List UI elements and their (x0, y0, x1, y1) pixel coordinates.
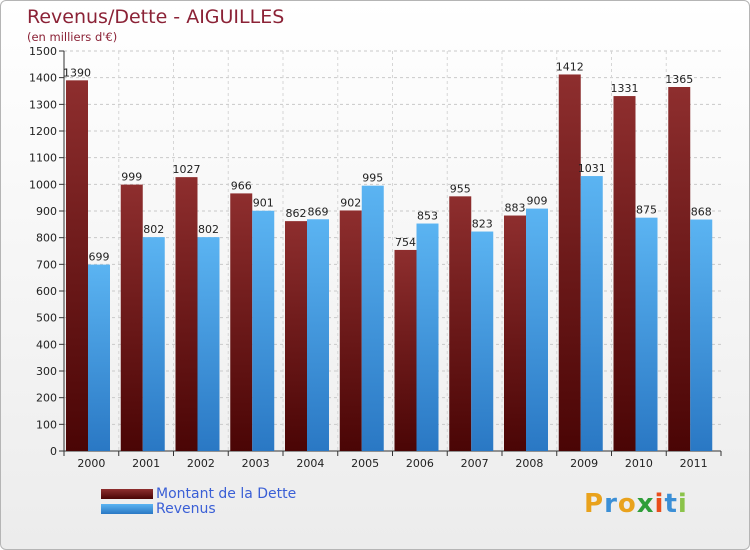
x-tick-label: 2007 (461, 457, 489, 470)
proxiti-logo: Proxiti (584, 489, 688, 519)
bar-revenue (142, 237, 165, 451)
bar-debt (175, 177, 198, 451)
data-label-debt: 883 (505, 202, 526, 215)
bar-revenue (635, 217, 658, 451)
legend-label-debt: Montant de la Dette (156, 486, 297, 502)
data-label-revenue: 853 (417, 210, 438, 223)
grid-lines (64, 50, 721, 452)
y-tick-label: 0 (50, 445, 57, 458)
logo-letter: i (677, 489, 688, 519)
data-label-revenue: 869 (308, 205, 329, 218)
data-label-debt: 862 (286, 207, 307, 220)
data-label-revenue: 802 (143, 223, 164, 236)
x-tick-label: 2000 (77, 457, 105, 470)
axes: 0 100 200 300 400 500 600 700 800 900 1000 1100 1200… (29, 45, 722, 470)
bars (66, 74, 713, 452)
data-label-revenue: 699 (89, 251, 110, 264)
x-tick-label: 2003 (242, 457, 270, 470)
y-tick-label: 100 (36, 418, 57, 431)
bar-revenue (526, 208, 548, 451)
chart-title: Revenus/Dette - AIGUILLES (27, 6, 285, 28)
logo-letter: o (617, 489, 637, 519)
y-tick-label: 700 (36, 258, 57, 271)
bar-revenue (307, 219, 329, 451)
x-tick-label: 2001 (132, 457, 160, 470)
data-label-debt: 955 (450, 182, 471, 195)
data-label-debt: 1412 (556, 60, 584, 73)
legend-swatch-debt (101, 489, 153, 499)
bar-debt (504, 215, 526, 451)
x-tick-label: 2002 (187, 457, 215, 470)
bar-revenue (690, 219, 713, 451)
bar-debt (613, 96, 636, 452)
y-tick-label: 1100 (29, 152, 57, 165)
x-tick-label: 2005 (351, 457, 379, 470)
y-tick-label: 200 (36, 392, 57, 405)
logo-letter: t (664, 489, 678, 519)
data-label-debt: 1331 (611, 82, 639, 95)
y-tick-label: 1500 (29, 45, 57, 58)
y-tick-label: 1400 (29, 72, 57, 85)
y-tick-label: 500 (36, 312, 57, 325)
y-tick-label: 1000 (29, 178, 57, 191)
y-tick-label: 1200 (29, 125, 57, 138)
data-label-revenue: 823 (472, 218, 493, 231)
y-tick-label: 800 (36, 232, 57, 245)
bar-debt (339, 210, 362, 451)
logo-letter: P (584, 489, 605, 519)
data-label-revenue: 802 (198, 223, 219, 236)
y-tick-label: 600 (36, 285, 57, 298)
y-tick-label: 300 (36, 365, 57, 378)
legend-label-revenue: Revenus (156, 501, 216, 517)
y-tick-label: 400 (36, 338, 57, 351)
logo-letter: x (636, 489, 655, 519)
bar-revenue (471, 231, 494, 451)
data-label-revenue: 909 (527, 195, 548, 208)
data-label-debt: 1365 (665, 73, 693, 86)
data-label-debt: 966 (231, 179, 252, 192)
x-tick-label: 2006 (406, 457, 434, 470)
x-tick-label: 2008 (515, 457, 543, 470)
x-tick-label: 2011 (680, 457, 708, 470)
data-label-debt: 754 (395, 236, 416, 249)
bar-debt (230, 193, 253, 451)
data-label-revenue: 995 (362, 172, 383, 185)
data-label-debt: 902 (340, 196, 361, 209)
logo-letter: i (654, 489, 665, 519)
bar-debt (668, 87, 691, 451)
data-label-revenue: 868 (691, 206, 712, 219)
bar-debt (449, 196, 472, 451)
y-tick-label: 1300 (29, 98, 57, 111)
legend-swatch-revenue (101, 504, 153, 514)
chart-subtitle: (en milliers d'€) (27, 30, 118, 44)
bar-debt (285, 221, 307, 451)
data-label-debt: 1390 (63, 66, 91, 79)
bar-revenue (416, 223, 439, 451)
bar-revenue (197, 237, 220, 451)
x-tick-label: 2009 (570, 457, 598, 470)
data-label-debt: 999 (121, 171, 142, 184)
bar-debt (394, 249, 417, 451)
data-label-revenue: 875 (636, 204, 657, 217)
bar-revenue (361, 185, 384, 451)
bar-debt (120, 184, 143, 451)
logo-letter: r (604, 489, 618, 519)
data-label-debt: 1027 (173, 163, 201, 176)
bar-debt (558, 74, 581, 451)
bar-revenue (580, 176, 603, 452)
data-label-revenue: 901 (253, 197, 274, 210)
data-label-revenue: 1031 (578, 162, 606, 175)
y-tick-label: 900 (36, 205, 57, 218)
bar-revenue (88, 264, 110, 451)
bar-debt (66, 80, 88, 451)
x-tick-label: 2010 (625, 457, 653, 470)
bar-revenue (252, 210, 275, 451)
x-tick-label: 2004 (296, 457, 324, 470)
